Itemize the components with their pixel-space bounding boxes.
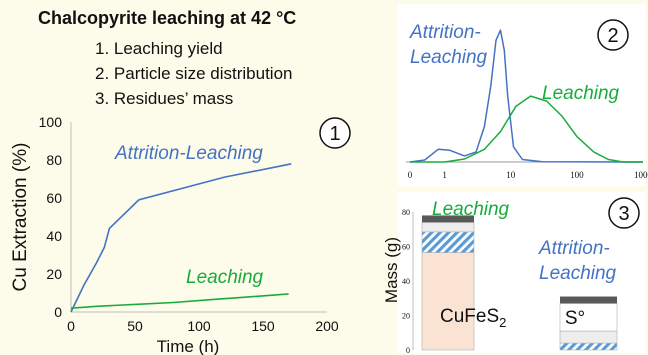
badge-1: 1 — [319, 117, 351, 149]
chart-1-leaching-label: Leaching — [186, 267, 264, 288]
chart-1-ytick-4: 80 — [46, 152, 62, 168]
chart-1-series-leaching — [70, 293, 289, 309]
figure-title: Chalcopyrite leaching at 42 °C — [38, 8, 297, 28]
chart-3-bar-leaching-segment-2 — [421, 222, 475, 233]
chart-3-bar-leaching-segment-1 — [421, 231, 475, 253]
sulfur-label: S° — [565, 308, 585, 329]
chart-3-ylabel: Mass (g) — [382, 237, 401, 303]
chart-2-xtick-2: 10 — [506, 170, 516, 180]
chart-2-xtick-0: 0 — [408, 170, 413, 180]
chart-3-bar-leaching-segment-3 — [422, 215, 474, 223]
badge-1-text: 1 — [329, 123, 340, 145]
badge-3: 3 — [608, 197, 640, 229]
chart-3-ytick-1: 20 — [402, 312, 410, 321]
chart-3-ytick-2: 40 — [402, 277, 410, 286]
chart-2-series-leaching — [410, 95, 643, 163]
chart-2-attrition-label-1: Attrition- — [409, 22, 481, 43]
chart-1-ylabel: Cu Extraction (%) — [10, 143, 31, 292]
chart-3: 0 20 40 60 80 Mass (g) Leaching Attrition- L… — [382, 192, 646, 355]
badge-3-circle — [608, 197, 640, 229]
chart-3-ytick-4: 80 — [402, 208, 410, 217]
chart-1-series-attrition-leaching — [70, 163, 292, 313]
chart-3-bar-attrition-leaching-segment-0 — [559, 342, 618, 351]
chart-3-bar-attrition-leaching-segment-1 — [559, 330, 618, 344]
chart-1-xlabel: Time (h) — [157, 337, 220, 355]
panel-list-item-1: 1. Leaching yield — [95, 39, 223, 58]
chart-3-leaching-label: Leaching — [432, 199, 510, 220]
badge-2-text: 2 — [607, 25, 618, 47]
cufes2-label-main: CuFeS — [440, 306, 499, 327]
panel-list: 1. Leaching yield 2. Particle size distr… — [95, 36, 292, 111]
panel-list-item-2: 2. Particle size distribution — [95, 64, 293, 83]
chart-3-bar-leaching-segment-0 — [421, 252, 475, 351]
chart-1-xtick-1: 50 — [127, 318, 143, 334]
chart-3-ytick-0: 0 — [406, 346, 410, 355]
badge-1-circle — [319, 117, 351, 149]
badge-2-circle — [597, 19, 629, 51]
badge-3-text: 3 — [618, 203, 629, 225]
chart-1-ytick-2: 40 — [46, 228, 62, 244]
chart-1-xtick-0: 0 — [67, 318, 75, 334]
chart-2-attrition-label-2: Leaching — [410, 47, 488, 68]
chart-3-attrition-label-1: Attrition- — [538, 238, 610, 259]
chart-2-series-attrition-leaching — [409, 29, 644, 163]
chart-1-ytick-0: 0 — [54, 304, 62, 320]
chart-2-xtick-1: 1 — [442, 170, 447, 180]
chart-2-leaching-label: Leaching — [542, 83, 620, 104]
chart-1-xtick-3: 150 — [251, 318, 275, 334]
cufes2-label: CuFeS2 — [440, 306, 506, 330]
chart-1: 0 20 40 60 80 100 0 50 100 150 200 Cu Extraction … — [10, 114, 351, 355]
chart-1-ytick-3: 60 — [46, 190, 62, 206]
badge-2: 2 — [597, 19, 629, 51]
chart-3-ytick-3: 60 — [402, 243, 410, 252]
chart-3-attrition-label-2: Leaching — [539, 263, 617, 284]
chart-1-ytick-5: 100 — [39, 114, 63, 130]
chart-1-attrition-label: Attrition-Leaching — [114, 143, 263, 164]
panel-list-item-3: 3. Residues’ mass — [95, 89, 234, 108]
chart-2-xtick-3: 100 — [570, 170, 584, 180]
chart-1-xtick-4: 200 — [315, 318, 339, 334]
chart-3-bar-attrition-leaching-segment-3 — [560, 296, 617, 304]
chart-1-xtick-2: 100 — [187, 318, 211, 334]
chart-1-ytick-1: 20 — [46, 266, 62, 282]
cufes2-label-sub: 2 — [499, 315, 506, 330]
